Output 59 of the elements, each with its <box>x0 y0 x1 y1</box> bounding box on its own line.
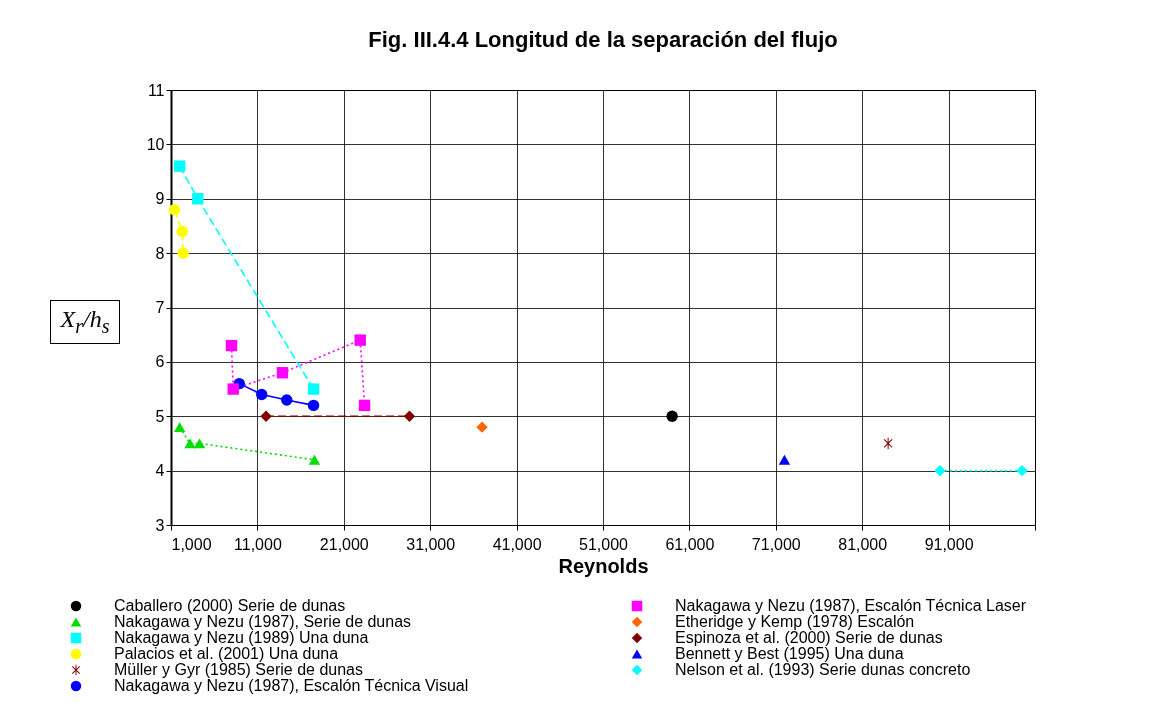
legend-label: Caballero (2000) Serie de dunas <box>114 597 346 614</box>
point <box>256 388 268 401</box>
point <box>1016 464 1028 477</box>
y-tick-label: 6 <box>155 353 165 371</box>
point <box>173 422 186 433</box>
point <box>403 410 416 422</box>
y-tick-label: 4 <box>155 462 165 480</box>
point <box>184 438 196 449</box>
legend-label: Espinoza et al. (2000) Serie de dunas <box>675 629 943 646</box>
legend-label: Nelson et al. (1993) Serie dunas concreto <box>675 661 971 678</box>
point <box>176 225 188 238</box>
point <box>260 410 272 422</box>
legend-label: Nakagawa y Nezu (1989) Una duna <box>114 629 369 646</box>
x-tick-label: 51,000 <box>579 535 629 553</box>
point <box>193 438 206 449</box>
y-tick-label: 3 <box>155 516 165 534</box>
point <box>192 193 204 205</box>
legend-label: Etheridge y Kemp (1978) Escalón <box>675 613 915 630</box>
point <box>225 339 238 352</box>
y-tick-label: 5 <box>155 407 165 425</box>
y-tick-label: 7 <box>155 299 165 316</box>
point <box>358 399 371 412</box>
legend-label: Nakagawa y Nezu (1987), Escalón Técnica Laser <box>675 597 1027 614</box>
point <box>307 399 320 412</box>
legend-label: Bennett y Best (1995) Una duna <box>675 645 904 662</box>
point <box>308 454 321 465</box>
point <box>276 367 289 379</box>
point <box>666 410 678 422</box>
y-axis-title: X$_{r}$/h$_{s}$ <box>60 306 110 338</box>
point <box>307 383 320 395</box>
legend-label: Nakagawa y Nezu (1987), Serie de dunas <box>114 613 412 630</box>
x-tick-label: 21,000 <box>319 535 369 553</box>
point <box>354 334 366 346</box>
point <box>168 203 181 216</box>
x-tick-label: 91,000 <box>924 535 974 553</box>
point <box>883 437 893 450</box>
point <box>177 247 189 259</box>
legend-label: Nakagawa y Nezu (1987), Escalón Técnica Visual <box>114 677 469 694</box>
chart-title: Fig. III.4.4 Longitud de la separación del flujo <box>368 27 838 52</box>
x-tick-label: 1,000 <box>171 535 212 553</box>
x-tick-label: 71,000 <box>751 535 801 553</box>
point <box>778 454 791 465</box>
y-tick-label: 8 <box>155 244 165 262</box>
legend-label: Palacios et al. (2001) Una duna <box>114 645 339 662</box>
x-tick-label: 31,000 <box>406 535 456 553</box>
legend-label: Müller y Gyr (1985) Serie de dunas <box>114 661 363 678</box>
x-tick-label: 81,000 <box>838 535 888 553</box>
y-tick-label: 10 <box>146 135 165 153</box>
y-tick-label: 9 <box>155 190 165 208</box>
point <box>281 394 293 406</box>
x-tick-label: 41,000 <box>492 535 542 553</box>
x-tick-label: 61,000 <box>665 535 715 553</box>
y-tick-label: 11 <box>147 81 165 99</box>
point <box>476 421 488 433</box>
x-axis-title: Reynolds <box>558 554 649 577</box>
point <box>934 464 946 477</box>
point <box>173 160 186 172</box>
x-tick-label: 11,000 <box>234 535 282 553</box>
point <box>227 383 239 395</box>
